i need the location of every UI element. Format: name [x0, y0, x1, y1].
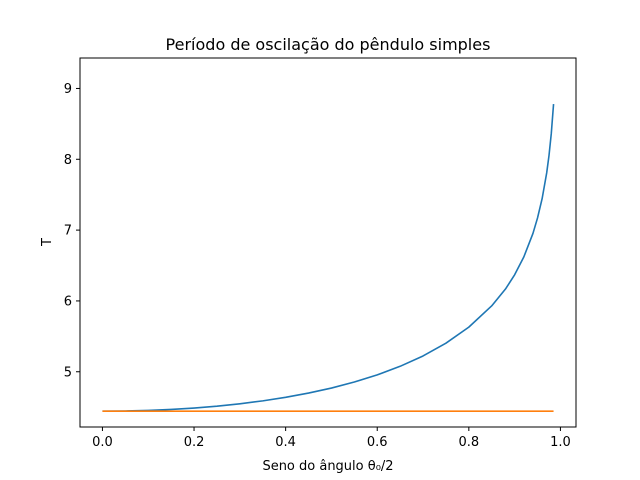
plot-frame [79, 57, 577, 428]
y-axis-label: T [40, 238, 55, 247]
series-line-1 [102, 103, 555, 413]
x-tick-label: 0.6 [367, 435, 388, 450]
x-axis-label: Seno do ângulo θ₀/2 [262, 459, 393, 474]
series-layer [102, 103, 555, 413]
x-axis: 0.0 0.2 0.4 0.6 0.8 1.0 [92, 427, 571, 450]
y-tick-label: 8 [64, 153, 72, 168]
x-tick-label: 0.4 [275, 435, 296, 450]
y-tick-label: 5 [64, 365, 72, 380]
x-tick-label: 0.8 [458, 435, 479, 450]
x-tick-label: 1.0 [550, 435, 571, 450]
y-tick-label: 6 [64, 294, 72, 309]
y-tick-label: 7 [64, 224, 72, 239]
chart-title: Período de oscilação do pêndulo simples [166, 35, 491, 54]
x-tick-label: 0.0 [92, 435, 113, 450]
x-tick-label: 0.2 [184, 435, 205, 450]
y-tick-label: 9 [64, 82, 72, 97]
y-axis: 5 6 7 8 9 [64, 82, 80, 380]
